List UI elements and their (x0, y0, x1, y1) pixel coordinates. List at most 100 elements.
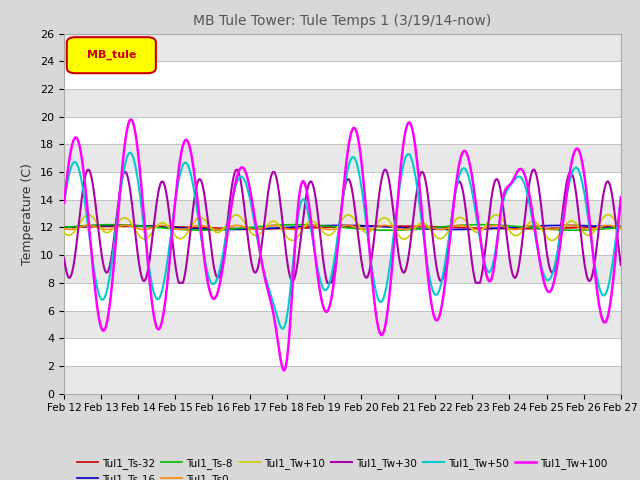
Tul1_Tw+100 (371, 304, 379, 310)
Tul1_Tw+50 (216, 268, 223, 274)
Tul1_Ts-16 (568, 223, 576, 228)
Line: Tul1_Tw+100: Tul1_Tw+100 (64, 120, 621, 370)
Tul1_Ts-8 (216, 227, 223, 233)
Tul1_Ts-32 (216, 226, 223, 231)
Tul1_Ts0 (617, 226, 625, 231)
Tul1_Tw+30 (359, 266, 367, 272)
Title: MB Tule Tower: Tule Temps 1 (3/19/14-now): MB Tule Tower: Tule Temps 1 (3/19/14-now… (193, 14, 492, 28)
Line: Tul1_Tw+30: Tul1_Tw+30 (64, 169, 621, 283)
Bar (64, 200, 621, 228)
Bar (64, 144, 621, 172)
Tul1_Ts-8 (60, 225, 68, 230)
Tul1_Tw+50 (568, 170, 576, 176)
Tul1_Ts0 (505, 226, 513, 231)
Tul1_Tw+30 (584, 276, 591, 281)
Bar (64, 255, 621, 283)
Tul1_Ts0 (584, 227, 591, 232)
Tul1_Tw+10 (617, 226, 625, 231)
Tul1_Tw+50 (584, 211, 591, 217)
Tul1_Ts-8 (504, 223, 512, 228)
Tul1_Ts-16 (371, 223, 379, 229)
Tul1_Ts-32 (60, 225, 68, 230)
Tul1_Tw+30 (505, 249, 513, 255)
Tul1_Ts-32 (515, 226, 522, 232)
Tul1_Ts0 (568, 223, 576, 228)
Tul1_Ts-8 (107, 222, 115, 228)
Legend: Tul1_Ts-32, Tul1_Ts-16, Tul1_Ts-8, Tul1_Ts0, Tul1_Tw+10, Tul1_Tw+30, Tul1_Tw+50,: Tul1_Ts-32, Tul1_Ts-16, Tul1_Ts-8, Tul1_… (73, 454, 612, 480)
Bar (64, 89, 621, 117)
Tul1_Tw+100 (359, 172, 367, 178)
Tul1_Tw+30 (84, 167, 92, 172)
Tul1_Tw+100 (617, 194, 625, 200)
Tul1_Tw+100 (60, 200, 68, 206)
Tul1_Ts-32 (617, 224, 625, 229)
Tul1_Tw+100 (568, 157, 576, 163)
FancyBboxPatch shape (67, 37, 156, 73)
Tul1_Ts-8 (371, 227, 379, 233)
Line: Tul1_Ts-8: Tul1_Ts-8 (64, 225, 621, 230)
Tul1_Tw+100 (280, 367, 288, 373)
Tul1_Ts0 (216, 227, 223, 232)
Tul1_Tw+10 (60, 230, 68, 236)
Line: Tul1_Tw+10: Tul1_Tw+10 (64, 215, 621, 240)
Tul1_Tw+10 (289, 238, 296, 243)
Y-axis label: Temperature (C): Temperature (C) (22, 163, 35, 264)
Tul1_Tw+100 (584, 198, 591, 204)
Tul1_Tw+10 (568, 218, 575, 224)
Tul1_Ts-16 (505, 225, 513, 230)
Tul1_Ts-32 (504, 226, 512, 232)
Tul1_Ts-16 (584, 223, 591, 228)
Tul1_Ts-32 (371, 223, 379, 229)
Tul1_Tw+50 (617, 196, 625, 202)
Tul1_Tw+30 (568, 171, 576, 177)
Text: MB_tule: MB_tule (86, 50, 136, 60)
Line: Tul1_Ts0: Tul1_Ts0 (64, 226, 621, 229)
Tul1_Tw+10 (504, 227, 512, 232)
Tul1_Tw+100 (505, 183, 513, 189)
Tul1_Ts-16 (617, 225, 625, 230)
Tul1_Ts-8 (359, 226, 367, 232)
Tul1_Tw+10 (216, 229, 223, 235)
Tul1_Ts-8 (617, 225, 625, 230)
Tul1_Ts-8 (568, 228, 575, 233)
Tul1_Ts0 (358, 226, 366, 232)
Tul1_Tw+10 (359, 228, 367, 233)
Bar (64, 34, 621, 61)
Line: Tul1_Ts-16: Tul1_Ts-16 (64, 226, 621, 229)
Tul1_Tw+50 (371, 284, 379, 290)
Tul1_Tw+30 (371, 228, 379, 233)
Tul1_Tw+50 (359, 194, 367, 200)
Tul1_Tw+10 (604, 212, 612, 217)
Line: Tul1_Tw+50: Tul1_Tw+50 (64, 153, 621, 329)
Tul1_Tw+100 (127, 117, 134, 122)
Tul1_Ts-32 (359, 224, 367, 229)
Tul1_Tw+100 (216, 282, 223, 288)
Tul1_Tw+30 (216, 272, 223, 278)
Tul1_Ts-16 (359, 223, 367, 228)
Tul1_Tw+10 (371, 224, 379, 229)
Tul1_Tw+50 (279, 326, 287, 332)
Tul1_Tw+30 (175, 280, 183, 286)
Tul1_Tw+30 (60, 255, 68, 261)
Bar (64, 366, 621, 394)
Tul1_Ts-16 (116, 223, 124, 228)
Tul1_Ts-32 (584, 225, 591, 230)
Tul1_Tw+50 (126, 150, 134, 156)
Line: Tul1_Ts-32: Tul1_Ts-32 (64, 226, 621, 229)
Tul1_Ts-8 (570, 228, 578, 233)
Tul1_Ts0 (381, 223, 389, 228)
Tul1_Tw+30 (617, 262, 625, 268)
Tul1_Ts-16 (227, 227, 235, 232)
Tul1_Ts-8 (584, 227, 591, 233)
Tul1_Ts-32 (125, 223, 133, 229)
Tul1_Ts0 (60, 226, 68, 231)
Tul1_Ts-16 (60, 225, 68, 230)
Tul1_Tw+10 (584, 232, 591, 238)
Tul1_Tw+50 (60, 200, 68, 206)
Bar (64, 311, 621, 338)
Tul1_Ts0 (371, 225, 378, 231)
Tul1_Ts0 (400, 227, 408, 232)
Tul1_Tw+50 (505, 185, 513, 191)
Tul1_Ts-16 (216, 227, 223, 232)
Tul1_Ts-32 (568, 225, 576, 231)
